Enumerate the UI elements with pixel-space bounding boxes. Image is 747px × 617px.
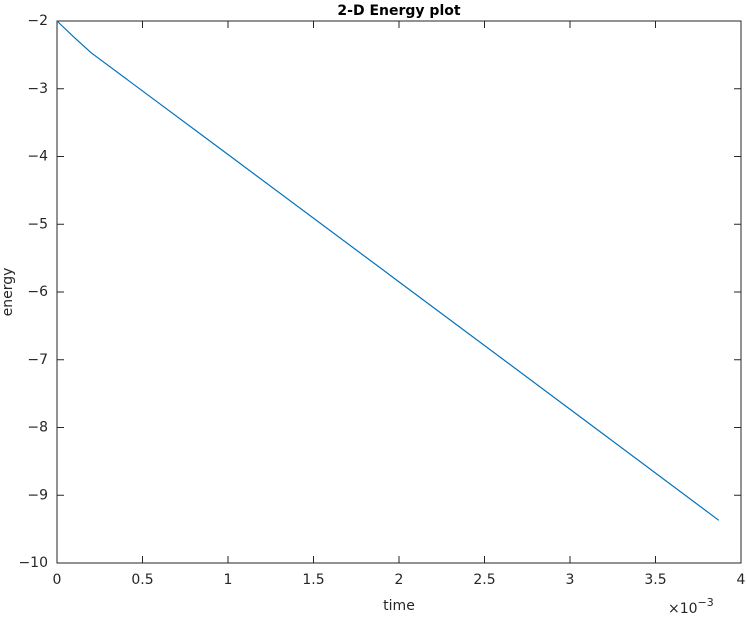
chart-title: 2-D Energy plot xyxy=(337,3,460,19)
y-tick-label: −5 xyxy=(27,216,48,232)
y-axis-label: energy xyxy=(0,268,16,317)
plot-frame xyxy=(56,20,742,564)
x-multiplier: ×10−3 xyxy=(668,596,714,617)
y-tick-label: −4 xyxy=(27,149,48,165)
y-tick-label: −7 xyxy=(27,352,48,368)
x-tick-label: 3 xyxy=(566,572,575,588)
x-multiplier-base: ×10 xyxy=(668,601,698,617)
y-tick-label: −10 xyxy=(18,555,48,571)
x-tick-label: 1 xyxy=(224,572,233,588)
y-tick-label: −2 xyxy=(27,13,48,29)
y-tick-label: −3 xyxy=(27,81,48,97)
x-tick-label: 0.5 xyxy=(131,572,153,588)
x-tick-label: 0 xyxy=(53,572,62,588)
x-tick-label: 4 xyxy=(737,572,746,588)
y-tick-label: −6 xyxy=(27,284,48,300)
data-line xyxy=(56,20,720,521)
x-tick-label: 3.5 xyxy=(644,572,666,588)
x-tick-label: 2 xyxy=(395,572,404,588)
y-tick-label: −8 xyxy=(27,420,48,436)
x-tick-label: 2.5 xyxy=(473,572,495,588)
y-tick-label: −9 xyxy=(27,487,48,503)
x-multiplier-exponent: −3 xyxy=(698,596,714,609)
x-tick-label: 1.5 xyxy=(302,572,324,588)
x-axis-label: time xyxy=(383,598,415,614)
